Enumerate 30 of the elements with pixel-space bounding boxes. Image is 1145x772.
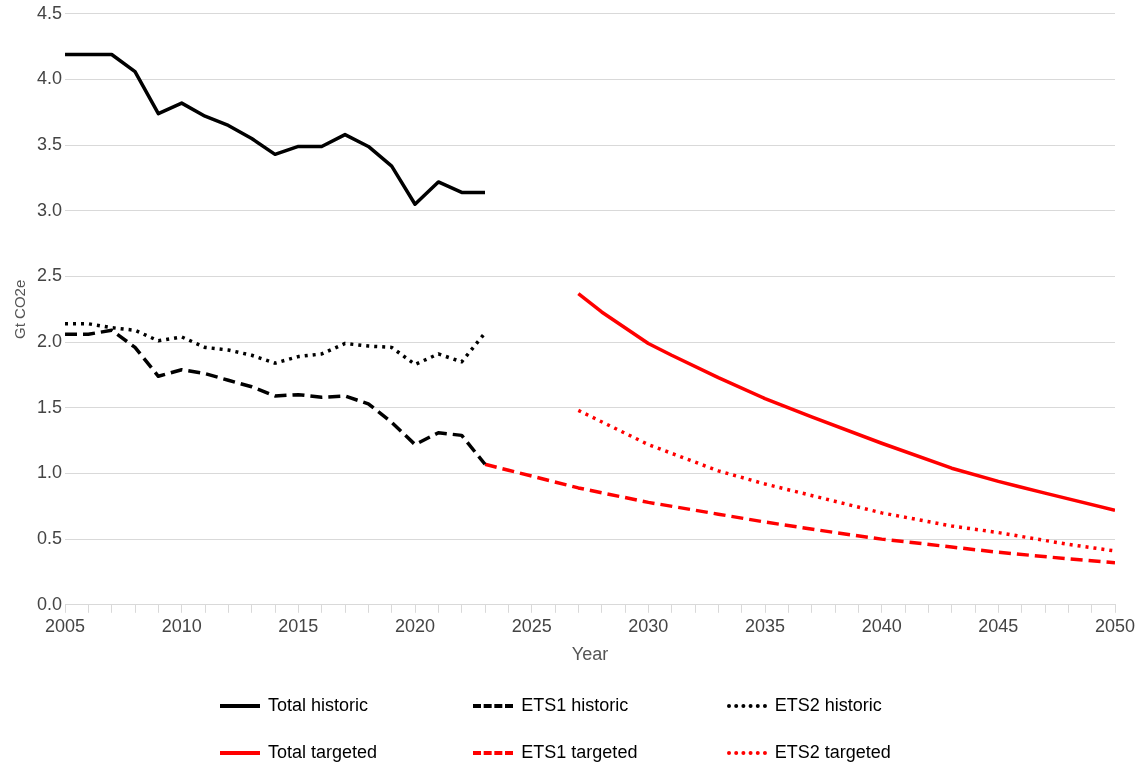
y-tick-label: 1.5 bbox=[36, 396, 63, 417]
x-tick-label: 2015 bbox=[278, 615, 319, 636]
legend-label: Total targeted bbox=[268, 742, 378, 763]
y-tick-label: 1.0 bbox=[36, 462, 63, 483]
x-tick-label: 2020 bbox=[394, 615, 436, 636]
y-tick-label: 4.0 bbox=[36, 68, 63, 89]
x-tick-label: 2010 bbox=[161, 615, 202, 636]
x-tick-label: 2005 bbox=[45, 615, 86, 636]
y-tick-label: 2.5 bbox=[36, 265, 63, 286]
x-tick-label: 2045 bbox=[978, 615, 1019, 636]
y-axis-title: Gt CO2e bbox=[11, 279, 29, 339]
line-series bbox=[483, 462, 1115, 565]
legend-label: ETS2 historic bbox=[774, 695, 882, 716]
y-tick-label: 3.5 bbox=[36, 134, 63, 155]
x-tick-label: 2025 bbox=[511, 615, 552, 636]
y-tick-label: 2.0 bbox=[36, 331, 63, 352]
x-tick-label: 2050 bbox=[1094, 615, 1136, 636]
legend-label: ETS1 targeted bbox=[521, 742, 638, 763]
line-series bbox=[576, 408, 1115, 553]
legend-label: Total historic bbox=[268, 695, 369, 716]
x-tick-label: 2030 bbox=[628, 615, 669, 636]
y-tick-label: 0.0 bbox=[36, 593, 63, 614]
y-tick-label: 3.0 bbox=[36, 199, 63, 220]
x-tick-label: 2040 bbox=[861, 615, 902, 636]
x-axis-title: Year bbox=[571, 644, 609, 665]
x-tick-label: 2035 bbox=[744, 615, 786, 636]
y-tick-label: 4.5 bbox=[36, 2, 63, 23]
legend-label: ETS2 targeted bbox=[774, 742, 891, 763]
legend-label: ETS1 historic bbox=[521, 695, 629, 716]
y-tick-label: 0.5 bbox=[36, 528, 63, 549]
